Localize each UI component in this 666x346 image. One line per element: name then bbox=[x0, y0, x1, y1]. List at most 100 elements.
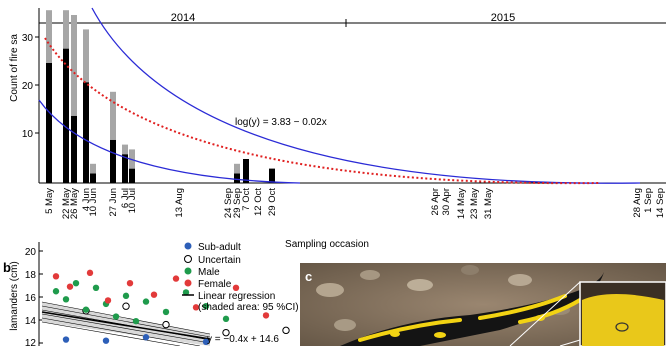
year-label-2014: 2014 bbox=[171, 12, 195, 24]
point-female bbox=[66, 283, 74, 290]
stone bbox=[508, 274, 532, 286]
point-male bbox=[112, 313, 120, 320]
bar-black-4 bbox=[90, 173, 96, 183]
point-uncertain bbox=[122, 302, 130, 310]
legend-label-male: Male bbox=[198, 267, 220, 278]
x-tick-label: 13 Aug bbox=[174, 188, 185, 218]
panel-b-y-tick-label-20: 20 bbox=[25, 247, 37, 258]
point-sub-adult bbox=[202, 338, 210, 346]
point-male bbox=[202, 303, 210, 310]
x-tick-label: 4 Jun bbox=[81, 188, 92, 211]
bar-grey-3 bbox=[83, 29, 89, 83]
bars-group bbox=[46, 10, 275, 183]
point-sub-adult bbox=[62, 336, 70, 343]
ci-lower-curve bbox=[38, 99, 301, 184]
stone bbox=[461, 265, 479, 275]
point-female bbox=[262, 312, 270, 319]
point-male bbox=[132, 317, 140, 325]
x-tick-label: 10 Jun bbox=[88, 188, 99, 217]
stone bbox=[407, 279, 433, 291]
bar-black-11 bbox=[243, 159, 249, 183]
bar-black-2 bbox=[71, 115, 77, 183]
bar-grey-0 bbox=[46, 10, 52, 63]
point-male bbox=[222, 315, 230, 323]
y-tick-label-10: 10 bbox=[22, 129, 34, 140]
x-tick-label: 24 Sep bbox=[223, 188, 234, 218]
bar-black-6 bbox=[122, 154, 128, 183]
x-tick-label: 30 Apr bbox=[441, 188, 452, 215]
point-female bbox=[126, 280, 134, 287]
legend-marker-female bbox=[184, 279, 192, 287]
point-male bbox=[52, 288, 60, 295]
stone bbox=[360, 270, 380, 280]
bar-black-3 bbox=[83, 82, 89, 183]
legend-label-regression: Linear regression bbox=[198, 291, 275, 302]
y-tick-label-30: 30 bbox=[22, 33, 34, 44]
panel-b-y-label: lamanders (cm) bbox=[9, 261, 20, 330]
fitted-curve bbox=[44, 37, 601, 185]
panel-a-y-label: Count of fire sa bbox=[9, 34, 20, 102]
panel-a-chart: 2014 2015 10 20 30 Count of fire sa log(… bbox=[9, 7, 666, 250]
panel-c-photo bbox=[300, 263, 666, 346]
inset-mark bbox=[615, 322, 629, 332]
bar-black-5 bbox=[110, 139, 116, 183]
salamander-spot bbox=[390, 331, 400, 337]
x-tick-label: 14 Sep bbox=[655, 188, 666, 218]
x-tick-label: 26 Apr bbox=[430, 188, 441, 215]
bar-black-13 bbox=[269, 168, 275, 183]
panel-b-y-tick-label-12: 12 bbox=[25, 338, 37, 346]
x-tick-label: 14 May bbox=[456, 188, 467, 219]
bar-grey-5 bbox=[110, 91, 116, 140]
legend-label-uncertain: Uncertain bbox=[198, 255, 241, 266]
point-male bbox=[122, 292, 130, 300]
panel-b-y-tick-label-14: 14 bbox=[25, 316, 37, 327]
x-tick-label: 26 May bbox=[69, 188, 80, 219]
x-tick-label: 28 Aug bbox=[632, 188, 643, 218]
point-sub-adult bbox=[102, 337, 110, 344]
scatter-points bbox=[52, 269, 310, 346]
y-tick-label-20: 20 bbox=[22, 81, 34, 92]
bar-grey-4 bbox=[90, 163, 96, 174]
bar-black-0 bbox=[46, 63, 52, 183]
point-female bbox=[150, 291, 158, 298]
point-uncertain bbox=[282, 326, 290, 335]
bar-grey-6 bbox=[122, 144, 128, 155]
x-tick-label: 27 Jun bbox=[108, 188, 119, 217]
point-uncertain bbox=[162, 320, 170, 329]
panel-b-y-tick-label-18: 18 bbox=[25, 270, 37, 281]
x-tick-label: 31 May bbox=[483, 188, 494, 219]
panel-a-equation: log(y) = 3.83 − 0.02x bbox=[235, 117, 327, 128]
panel-b-legend: Sub-adult Uncertain Male Female Linear r… bbox=[182, 242, 299, 313]
zoom-line bbox=[559, 339, 581, 346]
x-tick-label: 7 Oct bbox=[241, 188, 252, 211]
legend-marker-male bbox=[184, 267, 192, 275]
x-tick-label: 1 Sep bbox=[643, 188, 654, 213]
point-male bbox=[72, 280, 80, 287]
point-female bbox=[52, 273, 60, 280]
stone bbox=[316, 283, 344, 297]
x-tick-label: 22 May bbox=[61, 188, 72, 219]
salamander-spot bbox=[434, 332, 446, 338]
panel-c-label: c bbox=[305, 269, 313, 284]
regression-line bbox=[41, 311, 211, 340]
panel-b-y-tick-label-16: 16 bbox=[25, 293, 37, 304]
panel-b-chart: b lamanders (cm) 20 18 16 14 12 Sub bbox=[3, 242, 310, 346]
point-male bbox=[142, 298, 150, 305]
point-male bbox=[82, 306, 90, 313]
inset-skin bbox=[582, 294, 664, 346]
x-tick-label: 12 Oct bbox=[253, 188, 264, 216]
bar-grey-1 bbox=[63, 10, 69, 49]
legend-note: (shaded area: 95 %CI) bbox=[198, 302, 299, 313]
point-male bbox=[162, 308, 170, 316]
legend-label-female: Female bbox=[198, 279, 232, 290]
x-tick-label: 29 Sep bbox=[232, 188, 243, 218]
point-sub-adult bbox=[142, 334, 150, 341]
stone bbox=[334, 319, 356, 331]
point-female bbox=[104, 297, 112, 304]
x-tick-label: 10 Jul bbox=[127, 188, 138, 213]
ci-upper-curve bbox=[91, 7, 641, 184]
point-female bbox=[172, 275, 180, 282]
panel-b-equation: y = −0.4x + 14.6 bbox=[207, 334, 279, 345]
legend-marker-sub-adult bbox=[184, 242, 192, 250]
